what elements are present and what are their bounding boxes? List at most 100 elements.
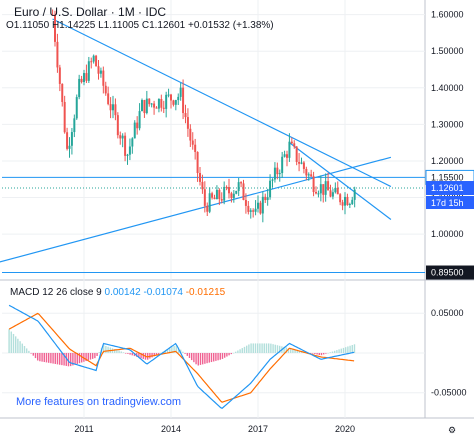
histogram-bar — [124, 352, 127, 354]
candle-body — [307, 174, 310, 176]
histogram-bar — [89, 352, 92, 360]
candle-body — [63, 101, 66, 133]
candle-body — [128, 146, 131, 155]
candle-body — [177, 96, 180, 101]
histogram-bar — [256, 343, 259, 353]
candle-body — [249, 210, 252, 212]
candle-body — [167, 94, 170, 96]
candle-body — [353, 189, 356, 200]
candle-body — [206, 205, 209, 212]
histogram-bar — [217, 352, 219, 361]
histogram-bar — [239, 349, 241, 353]
candle-body — [259, 202, 262, 214]
histogram-bar — [138, 352, 140, 358]
histogram-bar — [287, 347, 290, 353]
histogram-bar — [221, 352, 224, 359]
macd-name: MACD — [10, 287, 40, 298]
histogram-bar — [351, 345, 353, 353]
candle-body — [240, 182, 243, 184]
candle-body — [208, 193, 211, 212]
histogram-bar — [272, 344, 274, 353]
candle-body — [305, 168, 308, 176]
price-tick-label: 1.40000 — [431, 83, 464, 93]
histogram-bar — [168, 348, 171, 353]
candle-body — [286, 154, 288, 158]
candle-body — [203, 189, 206, 206]
histogram-bar — [219, 352, 221, 360]
histogram-bar — [338, 349, 340, 353]
candle-body — [179, 87, 182, 97]
histogram-bar — [122, 352, 125, 353]
candle-body — [170, 94, 172, 101]
histogram-bar — [160, 352, 162, 354]
histogram-bar — [331, 351, 334, 353]
candle-body — [92, 55, 95, 62]
macd-tick-label: -0.05000 — [431, 388, 467, 398]
candles — [51, 9, 356, 223]
candle-body — [56, 41, 59, 68]
current-price-label: 1.12601 — [431, 183, 464, 193]
candle-body — [300, 162, 303, 164]
candle-body — [109, 104, 112, 111]
candle-body — [211, 193, 214, 198]
candle-body — [131, 138, 134, 147]
candle-body — [75, 97, 78, 119]
histogram-bar — [199, 352, 202, 365]
gear-icon[interactable]: ⚙ — [448, 425, 456, 435]
histogram-bar — [177, 347, 180, 353]
histogram-bar — [342, 347, 345, 353]
histogram-bar — [344, 347, 347, 353]
histogram-bar — [151, 352, 153, 358]
histogram-bar — [120, 351, 122, 353]
histogram-bar — [8, 329, 10, 353]
candle-body — [228, 187, 230, 194]
candle-body — [157, 99, 160, 109]
histogram-bar — [67, 352, 70, 367]
price-tick-label: 1.50000 — [431, 46, 464, 56]
candle-body — [78, 78, 81, 98]
histogram-bar — [157, 352, 160, 354]
histogram-bar — [340, 348, 342, 353]
promo-link[interactable]: More features on tradingview.com — [16, 396, 182, 408]
histogram-bar — [171, 347, 173, 353]
candle-body — [116, 115, 119, 136]
histogram-bar — [21, 343, 23, 353]
histogram-bar — [28, 350, 30, 353]
histogram-bar — [52, 352, 54, 364]
histogram-bar — [226, 352, 228, 357]
histogram-bar — [228, 352, 230, 356]
macd-legend: MACD 12 26 close 9 0.00142 -0.01074 -0.0… — [10, 287, 225, 298]
histogram-bar — [349, 345, 351, 353]
histogram-bar — [102, 345, 105, 353]
time-tick-label: 2020 — [335, 424, 355, 434]
histogram-bar — [223, 352, 226, 358]
candle-body — [102, 70, 105, 86]
histogram-bar — [127, 352, 129, 354]
candle-body — [133, 122, 136, 139]
candle-body — [165, 94, 168, 109]
candle-body — [150, 103, 153, 105]
candle-body — [186, 117, 189, 129]
candle-body — [339, 194, 342, 203]
histogram-bar — [186, 352, 188, 356]
candle-body — [254, 208, 257, 212]
candle-body — [90, 61, 93, 63]
histogram-bar — [188, 352, 191, 358]
macd-params: 12 26 close 9 — [42, 287, 102, 298]
candle-body — [80, 78, 83, 83]
time-tick-label: 2011 — [74, 424, 93, 434]
histogram-bar — [274, 344, 276, 353]
candle-body — [184, 113, 187, 118]
histogram-bar — [118, 350, 120, 353]
candle-body — [218, 189, 221, 200]
histogram-bar — [252, 343, 254, 353]
histogram-bar — [32, 352, 34, 356]
candle-body — [215, 189, 218, 200]
histogram-bar — [248, 344, 250, 353]
candle-body — [124, 135, 127, 156]
macd-tick-label: 0.05000 — [431, 308, 464, 318]
candle-body — [99, 70, 102, 74]
candle-body — [315, 192, 317, 194]
macd-pane — [8, 304, 356, 410]
